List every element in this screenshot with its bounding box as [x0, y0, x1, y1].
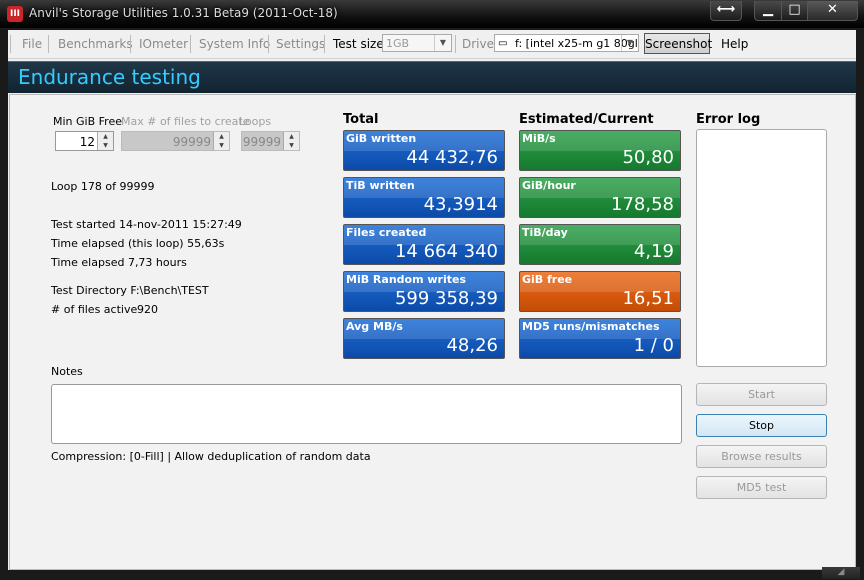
menu-settings[interactable]: Settings: [276, 37, 326, 51]
tile-label: GiB written: [346, 132, 417, 145]
tile-label: MiB Random writes: [346, 273, 467, 286]
tile-label: MD5 runs/mismatches: [522, 320, 660, 333]
tile-tib-day: TiB/day 4,19: [519, 224, 681, 265]
window-bottom-border: [0, 570, 864, 580]
tile-label: Files created: [346, 226, 427, 239]
tile-md5-runs: MD5 runs/mismatches 1 / 0: [519, 318, 681, 359]
test-size-value: 1GB: [386, 37, 410, 50]
menu-separator: [10, 35, 11, 53]
minimize-button[interactable]: ▁: [754, 1, 782, 21]
tile-value: 4,19: [633, 241, 674, 262]
error-log-textarea[interactable]: [696, 129, 827, 367]
test-started: Test started 14-nov-2011 15:27:49: [51, 218, 242, 231]
menu-separator: [190, 35, 191, 53]
title-bar[interactable]: III Anvil's Storage Utilities 1.0.31 Bet…: [0, 0, 864, 28]
tile-value: 599 358,39: [394, 288, 498, 309]
compression-info: Compression: [0-Fill] | Allow deduplicat…: [51, 450, 371, 463]
tile-value: 50,80: [622, 147, 674, 168]
tile-value: 1 / 0: [633, 335, 674, 356]
test-directory: Test Directory F:\Bench\TEST: [51, 284, 209, 297]
tile-value: 43,3914: [423, 194, 498, 215]
drive-icon: ▭: [498, 38, 508, 49]
tile-gib-hour: GiB/hour 178,58: [519, 177, 681, 218]
page-header: Endurance testing: [8, 61, 856, 93]
tile-avg-mbs: Avg MB/s 48,26: [343, 318, 505, 359]
tile-gib-free: GiB free 16,51: [519, 271, 681, 312]
tile-value: 44 432,76: [406, 147, 498, 168]
error-log-heading: Error log: [696, 112, 761, 127]
menu-separator: [130, 35, 131, 53]
min-gib-free-input[interactable]: 12 ▲ ▼: [55, 131, 114, 151]
time-elapsed-total: Time elapsed 7,73 hours: [51, 256, 187, 269]
files-active-label: # of files active: [51, 303, 138, 316]
md5-test-button[interactable]: MD5 test: [696, 476, 827, 499]
tile-label: GiB free: [522, 273, 573, 286]
menu-separator: [455, 35, 456, 53]
notes-label: Notes: [51, 365, 83, 378]
drive-value: f: [intel x25-m g1 80gl: [515, 37, 638, 50]
tile-mibs: MiB/s 50,80: [519, 130, 681, 171]
time-elapsed-loop: Time elapsed (this loop) 55,63s: [51, 237, 225, 250]
max-files-value: 99999: [172, 135, 211, 149]
drive-label: Drive: [462, 37, 494, 51]
tile-label: TiB written: [346, 179, 415, 192]
tile-value: 48,26: [446, 335, 498, 356]
menu-system-info[interactable]: System Info: [199, 37, 271, 51]
menu-benchmarks[interactable]: Benchmarks: [58, 37, 133, 51]
menu-separator: [48, 35, 49, 53]
tile-label: Avg MB/s: [346, 320, 403, 333]
spin-arrows-icon[interactable]: ▲ ▼: [213, 132, 229, 150]
loops-label: Loops: [239, 115, 272, 128]
chevron-down-icon: ▼: [434, 35, 451, 51]
test-size-label: Test size: [333, 37, 384, 51]
loops-value: 99999: [242, 135, 281, 149]
estimated-heading: Estimated/Current: [519, 112, 654, 127]
spin-arrows-icon[interactable]: ▲ ▼: [283, 132, 299, 150]
start-button[interactable]: Start: [696, 383, 827, 406]
screenshot-button[interactable]: Screenshot: [644, 33, 712, 54]
min-gib-free-label: Min GiB Free: [53, 115, 122, 128]
close-button[interactable]: ✕: [807, 1, 858, 21]
tile-label: GiB/hour: [522, 179, 576, 192]
stop-button[interactable]: Stop: [696, 414, 827, 437]
total-heading: Total: [343, 112, 379, 127]
tile-label: TiB/day: [522, 226, 568, 239]
maximize-button[interactable]: □: [781, 1, 808, 21]
max-files-label: Max # of files to create: [121, 115, 250, 128]
files-active-value: 920: [137, 303, 158, 316]
page-title: Endurance testing: [18, 65, 201, 89]
loop-status: Loop 178 of 99999: [51, 180, 155, 193]
resize-grip-icon[interactable]: ◢: [822, 567, 860, 579]
app-icon: III: [7, 6, 23, 22]
resize-arrows-icon[interactable]: ⟷: [710, 1, 742, 21]
loops-input[interactable]: 99999 ▲ ▼: [241, 131, 300, 151]
browse-results-button[interactable]: Browse results: [696, 445, 827, 468]
menu-iometer[interactable]: IOmeter: [139, 37, 189, 51]
client-area: File Benchmarks IOmeter System Info Sett…: [8, 30, 856, 570]
endurance-panel: Min GiB Free 12 ▲ ▼ Max # of files to cre…: [9, 94, 856, 570]
chevron-down-icon: ▼: [621, 35, 638, 51]
tile-tib-written: TiB written 43,3914: [343, 177, 505, 218]
tile-mib-random-writes: MiB Random writes 599 358,39: [343, 271, 505, 312]
tile-value: 178,58: [611, 194, 674, 215]
min-gib-free-value: 12: [79, 135, 95, 149]
spin-arrows-icon[interactable]: ▲ ▼: [97, 132, 113, 150]
menu-help[interactable]: Help: [721, 37, 749, 51]
menu-separator: [268, 35, 269, 53]
tile-gib-written: GiB written 44 432,76: [343, 130, 505, 171]
menu-bar: File Benchmarks IOmeter System Info Sett…: [8, 30, 856, 59]
menu-file[interactable]: File: [22, 37, 43, 51]
max-files-input[interactable]: 99999 ▲ ▼: [121, 131, 230, 151]
window-title: Anvil's Storage Utilities 1.0.31 Beta9 (…: [29, 6, 338, 20]
notes-textarea[interactable]: [51, 384, 682, 444]
tile-label: MiB/s: [522, 132, 556, 145]
tile-value: 16,51: [622, 288, 674, 309]
menu-separator: [324, 35, 325, 53]
tile-value: 14 664 340: [394, 241, 498, 262]
test-size-select[interactable]: 1GB ▼: [382, 34, 452, 52]
drive-select[interactable]: ▭ f: [intel x25-m g1 80gl ▼: [494, 34, 639, 52]
tile-files-created: Files created 14 664 340: [343, 224, 505, 265]
